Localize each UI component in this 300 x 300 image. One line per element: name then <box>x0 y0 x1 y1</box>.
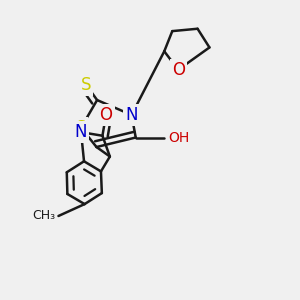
Text: CH₃: CH₃ <box>32 209 56 223</box>
Text: OH: OH <box>168 130 189 145</box>
Text: S: S <box>76 119 86 137</box>
Text: O: O <box>172 61 185 79</box>
Text: N: N <box>125 106 138 124</box>
Text: N: N <box>75 123 87 141</box>
Text: O: O <box>100 106 112 124</box>
Text: S: S <box>81 76 91 94</box>
